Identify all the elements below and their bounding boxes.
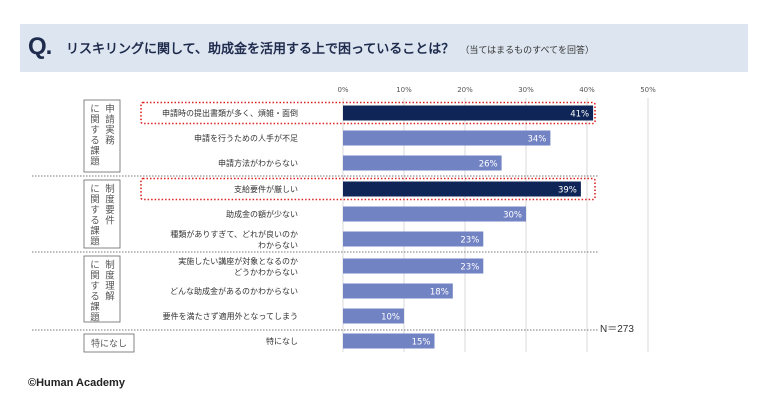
bar (343, 155, 502, 171)
bar-value-label: 10% (381, 313, 400, 323)
x-tick-label: 10% (396, 86, 412, 94)
category-label: 要件を満たさず適用外となってしまう (163, 311, 298, 321)
bar (343, 333, 435, 349)
group-label-char: す (90, 125, 100, 136)
category-label: 申請を行うための人手が不足 (194, 133, 298, 143)
question-title: リスキリングに関して、助成金を活用する上で困っていることは？ （当てはまるものすべ… (66, 38, 594, 57)
bar-value-label: 26% (479, 160, 498, 170)
bar (343, 283, 453, 299)
group-label-char: 件 (105, 215, 115, 227)
group-label: 特になし (91, 338, 127, 350)
x-tick-label: 0% (337, 86, 348, 94)
bar (343, 181, 581, 197)
group-label-char: 制 (105, 259, 115, 271)
group-label-box (83, 333, 135, 353)
group-label-char: る (90, 136, 100, 147)
category-label: どんな助成金があるのかわからない (170, 286, 298, 296)
x-tick-label: 20% (457, 86, 473, 94)
group-label-box (83, 179, 121, 249)
x-tick-label: 50% (640, 86, 656, 94)
group-label-box (83, 99, 121, 173)
sample-size-label: N＝273 (600, 324, 634, 335)
x-tick-label: 40% (579, 86, 595, 94)
bar (343, 206, 526, 222)
category-label: どうかわからない (234, 268, 298, 277)
group-label-char: 請 (105, 114, 115, 126)
group-label-char: に (90, 184, 100, 195)
group-label-char: 関 (90, 195, 100, 206)
question-text: リスキリングに関して、助成金を活用する上で困っていることは？ (66, 42, 455, 57)
bar-value-label: 15% (412, 338, 431, 348)
group-label-char: 度 (105, 194, 115, 206)
bar (343, 105, 594, 121)
bar (343, 308, 404, 324)
copyright-footer: ©Human Academy (28, 377, 125, 389)
category-label: 支給要件が厳しい (234, 184, 298, 194)
group-label-char: 理 (105, 281, 115, 292)
group-label-char: す (90, 205, 100, 216)
bar-value-label: 41% (570, 110, 589, 120)
group-label-char: 課 (90, 301, 100, 313)
group-label-char: す (90, 281, 100, 292)
bar-value-label: 39% (558, 186, 577, 196)
group-label-char: 関 (90, 115, 100, 126)
category-label: わからない (258, 241, 298, 250)
category-label: 実施したい講座が対象となるのか (178, 256, 298, 266)
q-mark: Q. (28, 33, 52, 60)
group-label-char: る (90, 292, 100, 303)
group-label-char: る (90, 216, 100, 227)
group-label-char: 制 (105, 183, 115, 195)
group-label-char: 関 (90, 271, 100, 282)
question-note: （当てはまるものすべてを回答） (460, 46, 594, 56)
category-label: 申請時の提出書類が多く、煩雑・面倒 (162, 108, 298, 118)
bar (343, 130, 551, 146)
x-tick-label: 30% (518, 86, 534, 94)
group-label-char: 務 (105, 135, 115, 147)
bar (343, 258, 484, 274)
group-label-char: に (90, 260, 100, 271)
category-label: 特になし (266, 336, 298, 346)
category-label: 助成金の額が少ない (226, 209, 298, 219)
bar-value-label: 23% (460, 263, 479, 273)
bar (343, 231, 484, 247)
group-label-char: 要 (105, 205, 115, 216)
bar-value-label: 34% (527, 135, 546, 145)
highlight-frame (140, 177, 596, 201)
bar-value-label: 23% (460, 236, 479, 246)
group-label-char: 課 (90, 145, 100, 157)
group-label-char: 実 (105, 124, 115, 136)
group-label-char: 申 (105, 103, 115, 115)
group-label-char: 題 (90, 157, 100, 168)
group-label-char: 題 (90, 237, 100, 248)
group-label-char: 度 (105, 270, 115, 282)
bar-value-label: 18% (430, 288, 449, 298)
group-label-box (83, 255, 121, 323)
category-label: 種類がありすぎて、どれが良いのか (170, 229, 298, 239)
category-label: 申請方法がわからない (218, 158, 298, 168)
group-label-char: 題 (90, 313, 100, 324)
bar-value-label: 30% (503, 211, 522, 221)
group-label-char: 課 (90, 225, 100, 237)
question-header: Q. リスキリングに関して、助成金を活用する上で困っていることは？ （当てはまるも… (20, 24, 748, 72)
group-label-char: 解 (105, 291, 115, 303)
highlight-frame (140, 101, 596, 125)
group-label-char: に (90, 104, 100, 115)
